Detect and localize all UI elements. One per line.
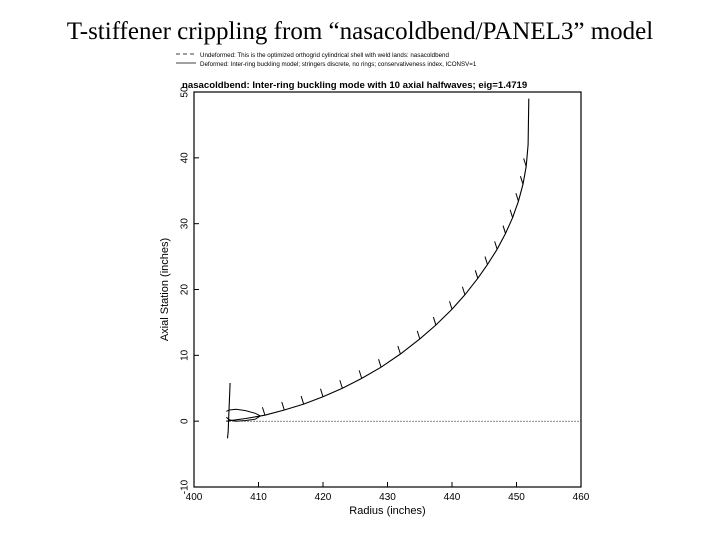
x-tick-label: 450 <box>508 492 525 503</box>
y-tick-label: 20 <box>180 284 191 296</box>
stiffener-mark <box>474 270 479 279</box>
weld-land-outline <box>225 408 262 422</box>
x-tick-label: 400 <box>186 492 203 503</box>
stiffener-mark <box>461 286 466 295</box>
stiffener-mark <box>339 380 343 389</box>
y-tick-label: 10 <box>180 349 191 361</box>
x-tick-label: 430 <box>379 492 396 503</box>
stiffener-mark <box>515 193 519 202</box>
deformed-shape-line <box>226 98 530 422</box>
stiffener-mark <box>358 370 363 379</box>
x-axis-label: Radius (inches) <box>349 505 425 517</box>
legend-entry: Undeformed: This is the optimized orthog… <box>200 52 449 59</box>
stiffener-mark <box>281 401 285 411</box>
stiffener-mark <box>397 345 401 355</box>
chart-title: nasacoldbend: Inter-ring buckling mode w… <box>182 80 527 91</box>
stiffener-mark <box>484 256 488 265</box>
y-tick-label: 50 <box>180 86 191 98</box>
stiffener-mark <box>300 395 305 405</box>
stiffener-mark <box>502 225 507 234</box>
plot-frame <box>193 91 582 488</box>
stiffener-mark <box>449 301 453 310</box>
stiffener-mark <box>261 407 266 416</box>
y-axis-label: Axial Station (inches) <box>159 238 171 341</box>
y-tick-label: 40 <box>180 152 191 164</box>
stiffener-mark <box>432 316 437 326</box>
stiffener-mark <box>416 330 421 340</box>
stiffener-mark <box>378 359 382 368</box>
y-tick-label: 0 <box>180 418 191 424</box>
x-tick-label: 420 <box>315 492 332 503</box>
y-tick-label: 30 <box>180 218 191 230</box>
x-tick-label: 410 <box>250 492 267 503</box>
stiffener-mark <box>494 241 498 250</box>
stiffener-mark <box>523 158 527 167</box>
x-tick-label: 460 <box>573 492 590 503</box>
stiffener-mark <box>509 209 514 218</box>
legend-entry: Deformed: Inter-ring buckling model; str… <box>200 61 477 68</box>
x-tick-label: 440 <box>444 492 461 503</box>
y-tick-label: -10 <box>180 479 191 494</box>
stiffener-mark <box>320 388 324 397</box>
stiffener-mark <box>519 176 524 185</box>
slide-title: T-stiffener crippling from “nasacoldbend… <box>66 18 654 45</box>
end-flange-line <box>226 382 231 439</box>
